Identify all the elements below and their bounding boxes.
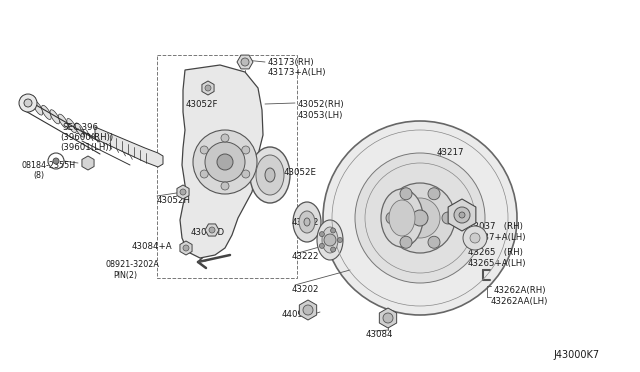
- Text: J43000K7: J43000K7: [553, 350, 599, 360]
- Polygon shape: [448, 199, 476, 231]
- Ellipse shape: [317, 220, 343, 260]
- Text: 43084+A: 43084+A: [132, 242, 173, 251]
- Circle shape: [331, 247, 335, 252]
- Text: 08921-3202A: 08921-3202A: [105, 260, 159, 269]
- Circle shape: [205, 142, 245, 182]
- Circle shape: [303, 305, 313, 315]
- Circle shape: [355, 153, 485, 283]
- Ellipse shape: [250, 147, 290, 203]
- Text: 43202: 43202: [292, 285, 319, 294]
- Text: 43222: 43222: [292, 252, 319, 261]
- Circle shape: [242, 170, 250, 178]
- Ellipse shape: [50, 110, 60, 124]
- Circle shape: [217, 154, 233, 170]
- Text: (39600(RH)): (39600(RH)): [60, 133, 113, 142]
- Ellipse shape: [389, 200, 415, 236]
- Circle shape: [19, 94, 37, 112]
- Ellipse shape: [58, 114, 68, 128]
- Text: 43037   (RH): 43037 (RH): [468, 222, 523, 231]
- Text: 43084: 43084: [366, 330, 394, 339]
- Text: 43262A(RH): 43262A(RH): [494, 286, 547, 295]
- Circle shape: [400, 188, 412, 200]
- Circle shape: [323, 121, 517, 315]
- Ellipse shape: [304, 218, 310, 226]
- Circle shape: [331, 228, 335, 233]
- Circle shape: [442, 212, 454, 224]
- Circle shape: [386, 212, 398, 224]
- Polygon shape: [202, 81, 214, 95]
- Polygon shape: [300, 300, 317, 320]
- Polygon shape: [380, 308, 397, 328]
- Circle shape: [183, 245, 189, 251]
- Ellipse shape: [76, 123, 84, 137]
- Text: 43265   (RH): 43265 (RH): [468, 248, 523, 257]
- Text: (39601(LH)): (39601(LH)): [60, 143, 112, 152]
- Circle shape: [337, 237, 342, 243]
- Ellipse shape: [299, 211, 315, 233]
- Text: 43052D: 43052D: [191, 228, 225, 237]
- Text: 43053(LH): 43053(LH): [298, 111, 344, 120]
- Text: 44098N: 44098N: [282, 310, 316, 319]
- Circle shape: [324, 234, 336, 246]
- Circle shape: [463, 226, 487, 250]
- Circle shape: [319, 243, 324, 248]
- Text: 43173+A(LH): 43173+A(LH): [268, 68, 326, 77]
- Circle shape: [24, 99, 32, 107]
- Text: SEC.396: SEC.396: [62, 123, 98, 132]
- Polygon shape: [177, 185, 189, 199]
- Circle shape: [242, 146, 250, 154]
- Ellipse shape: [293, 202, 321, 242]
- Circle shape: [470, 233, 480, 243]
- Circle shape: [319, 232, 324, 237]
- Text: 43265+A(LH): 43265+A(LH): [468, 259, 527, 268]
- Text: 43052(RH): 43052(RH): [298, 100, 344, 109]
- Circle shape: [412, 210, 428, 226]
- Polygon shape: [180, 241, 192, 255]
- Text: 43052F: 43052F: [186, 100, 218, 109]
- Circle shape: [221, 134, 229, 142]
- Circle shape: [193, 130, 257, 194]
- Ellipse shape: [42, 105, 51, 119]
- Polygon shape: [95, 127, 163, 167]
- Circle shape: [383, 313, 393, 323]
- Polygon shape: [180, 65, 263, 258]
- Text: (8): (8): [33, 171, 44, 180]
- Circle shape: [454, 207, 470, 223]
- Circle shape: [205, 85, 211, 91]
- Text: 43217: 43217: [437, 148, 465, 157]
- Polygon shape: [82, 156, 94, 170]
- Text: 43262AA(LH): 43262AA(LH): [491, 297, 548, 306]
- Circle shape: [428, 188, 440, 200]
- Circle shape: [200, 146, 208, 154]
- Ellipse shape: [322, 227, 338, 253]
- Circle shape: [400, 198, 440, 238]
- Circle shape: [200, 170, 208, 178]
- Ellipse shape: [265, 168, 275, 182]
- Ellipse shape: [67, 119, 76, 133]
- Text: 43173(RH): 43173(RH): [268, 58, 315, 67]
- Circle shape: [459, 212, 465, 218]
- Circle shape: [428, 236, 440, 248]
- Ellipse shape: [33, 101, 43, 115]
- Circle shape: [53, 158, 59, 164]
- Ellipse shape: [381, 189, 423, 247]
- Text: 43052H: 43052H: [157, 196, 191, 205]
- Text: PIN(2): PIN(2): [113, 271, 137, 280]
- Text: 43232: 43232: [292, 218, 319, 227]
- Polygon shape: [237, 55, 253, 69]
- Circle shape: [241, 58, 249, 66]
- Circle shape: [209, 227, 215, 233]
- Text: 08184-2355H: 08184-2355H: [22, 161, 76, 170]
- Polygon shape: [205, 224, 219, 236]
- Circle shape: [385, 183, 455, 253]
- Circle shape: [180, 189, 186, 195]
- Circle shape: [221, 182, 229, 190]
- Circle shape: [400, 236, 412, 248]
- Text: 43037+A(LH): 43037+A(LH): [468, 233, 527, 242]
- Text: 43052E: 43052E: [284, 168, 317, 177]
- Ellipse shape: [256, 155, 284, 195]
